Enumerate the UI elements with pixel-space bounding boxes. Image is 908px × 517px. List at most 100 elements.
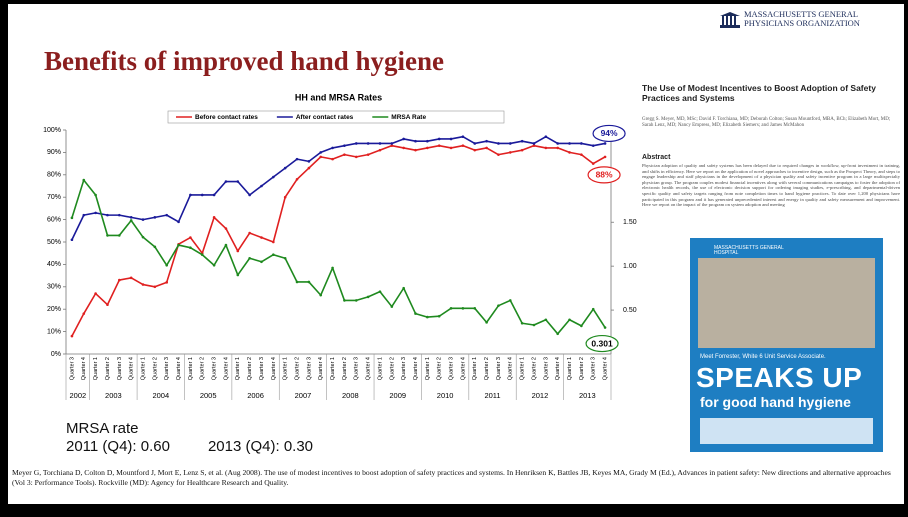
series-point [568, 318, 571, 321]
x-tick-label: Quarter 1 [377, 357, 383, 380]
x-tick-label: Quarter 4 [460, 357, 466, 380]
x-tick-label: Quarter 4 [81, 357, 87, 380]
x-tick-label: Quarter 3 [401, 357, 407, 380]
series-point [165, 214, 168, 217]
series-point [142, 236, 145, 239]
series-point [248, 194, 251, 197]
year-label: 2012 [532, 391, 549, 400]
x-tick-label: Quarter 3 [212, 357, 218, 380]
x-tick-label: Quarter 4 [603, 357, 609, 380]
series-point [497, 304, 500, 307]
series-point [154, 246, 157, 249]
series-point [118, 214, 121, 217]
year-label: 2003 [105, 391, 122, 400]
series-point [592, 308, 595, 311]
series-point [82, 179, 85, 182]
series-point [391, 142, 394, 145]
series-point [521, 322, 524, 325]
series-point [106, 234, 109, 237]
series-point [236, 250, 239, 253]
series-point [450, 147, 453, 150]
x-tick-label: Quarter 2 [342, 357, 348, 380]
series-point [319, 151, 322, 154]
series-point [438, 315, 441, 318]
series-point [533, 324, 536, 327]
series-point [343, 144, 346, 147]
x-tick-label: Quarter 3 [259, 357, 265, 380]
x-tick-label: Quarter 4 [366, 357, 372, 380]
y-tick-label: 10% [47, 328, 61, 335]
series-point [94, 194, 97, 197]
series-point [497, 142, 500, 145]
series-point [177, 244, 180, 247]
series-point [604, 156, 607, 159]
x-tick-label: Quarter 3 [117, 357, 123, 380]
series-point [391, 305, 394, 308]
series-point [402, 138, 405, 141]
series-point [485, 147, 488, 150]
notes-heading: MRSA rate [66, 420, 351, 438]
poster-headline: SPEAKS UP [696, 362, 862, 394]
series-point [201, 194, 204, 197]
series-point [556, 147, 559, 150]
year-label: 2008 [342, 391, 359, 400]
x-tick-label: Quarter 4 [555, 357, 561, 380]
series-point [509, 151, 512, 154]
series-point [189, 246, 192, 249]
x-tick-label: Quarter 4 [508, 357, 514, 380]
series-point [71, 238, 74, 241]
callout-label: 94% [601, 128, 618, 138]
x-tick-label: Quarter 3 [306, 357, 312, 380]
year-label: 2002 [70, 391, 87, 400]
series-point [308, 281, 311, 284]
year-label: 2013 [579, 391, 596, 400]
series-point [580, 325, 583, 328]
series-point [568, 151, 571, 154]
series-point [201, 253, 204, 256]
series-point [580, 153, 583, 156]
x-tick-label: Quarter 1 [520, 357, 526, 380]
series-point [462, 144, 465, 147]
series-point [379, 290, 382, 293]
x-tick-label: Quarter 1 [93, 357, 99, 380]
series-point [533, 144, 536, 147]
x-tick-label: Quarter 4 [271, 357, 277, 380]
series-point [604, 326, 607, 329]
series-point [367, 142, 370, 145]
series-point [545, 318, 548, 321]
abstract-heading: Abstract [642, 154, 670, 161]
y-tick-label: 90% [47, 149, 61, 156]
series-point [236, 274, 239, 277]
series-point [462, 307, 465, 310]
y-tick-label: 70% [47, 194, 61, 201]
series-point [521, 140, 524, 143]
poster-caption: Meet Forrester, White 6 Unit Service Ass… [700, 354, 826, 360]
series-point [592, 162, 595, 165]
series-point [71, 335, 74, 338]
legend-label: MRSA Rate [391, 114, 426, 121]
series-point [473, 307, 476, 310]
series-point [331, 158, 334, 161]
x-tick-label: Quarter 3 [496, 357, 502, 380]
series-point [331, 267, 334, 270]
x-tick-label: Quarter 4 [318, 357, 324, 380]
series-point [533, 142, 536, 145]
series-point [130, 277, 133, 280]
x-tick-label: Quarter 2 [579, 357, 585, 380]
y-tick-label: 0% [51, 351, 61, 358]
x-tick-label: Quarter 2 [105, 357, 111, 380]
x-tick-label: Quarter 3 [164, 357, 170, 380]
series-point [343, 153, 346, 156]
series-point [414, 140, 417, 143]
note-item: 2013 (Q4): 0.30 [208, 438, 313, 456]
poster-hospital: MASSACHUSETTS GENERAL HOSPITAL [714, 246, 794, 256]
series-point [485, 321, 488, 324]
x-tick-label: Quarter 4 [413, 357, 419, 380]
logo-icon [720, 12, 740, 28]
series-point [260, 236, 263, 239]
series-point [142, 218, 145, 221]
x-tick-label: Quarter 2 [484, 357, 490, 380]
year-label: 2005 [200, 391, 217, 400]
series-point [165, 281, 168, 284]
x-tick-label: Quarter 1 [235, 357, 241, 380]
